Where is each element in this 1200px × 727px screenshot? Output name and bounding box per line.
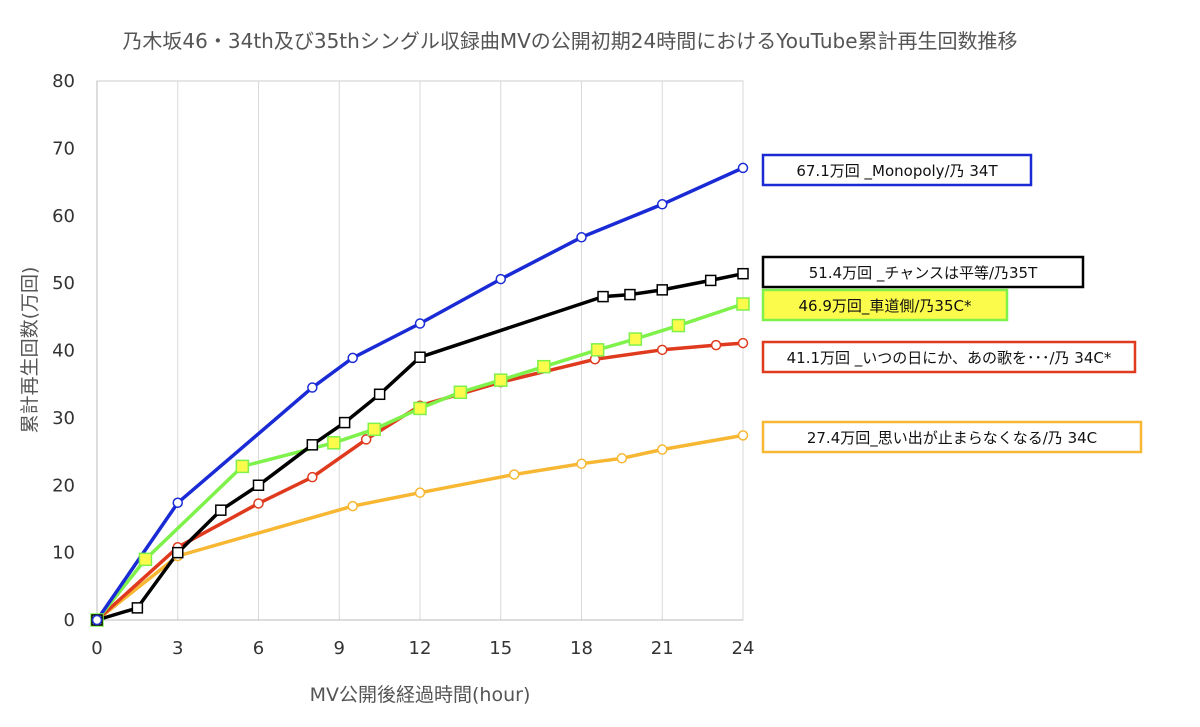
series-0-point-7 — [657, 199, 668, 210]
series-0-point-3 — [347, 352, 358, 364]
x-tick-label-3: 3 — [172, 638, 183, 659]
series-label-4: 27.4万回_思い出が止まらなくなる/乃 34C — [761, 420, 1143, 454]
series-1-point-10 — [624, 288, 636, 301]
series-label-3: 41.1万回 _いつの日にか、あの歌を･･･/乃 34C* — [761, 340, 1137, 374]
series-label-text-4: 27.4万回_思い出が止まらなくなる/乃 34C — [807, 429, 1097, 448]
series-label-box-0 — [761, 153, 1033, 187]
y-tick-label-50: 50 — [52, 273, 75, 294]
series-3-point-9 — [710, 339, 722, 351]
x-tick-label-18: 18 — [570, 638, 593, 659]
x-tick-label-9: 9 — [334, 638, 345, 659]
series-3-point-8 — [657, 344, 668, 356]
series-label-text-0: 67.1万回 _Monopoly/乃 34T — [796, 162, 998, 181]
series-2-point-10 — [628, 332, 643, 346]
series-label-box-1 — [761, 255, 1085, 289]
series-2-point-2 — [235, 459, 250, 474]
x-tick-label-6: 6 — [253, 638, 264, 659]
series-0-point-0 — [91, 614, 103, 626]
y-tick-label-0: 0 — [64, 610, 75, 631]
y-tick-label-30: 30 — [52, 408, 75, 429]
x-tick-label-12: 12 — [409, 638, 432, 659]
y-tick-label-10: 10 — [52, 543, 75, 564]
y-tick-label-60: 60 — [52, 206, 75, 227]
series-1-point-8 — [414, 351, 426, 363]
series-0-point-5 — [495, 273, 506, 285]
y-tick-label-20: 20 — [52, 475, 75, 496]
series-2-point-5 — [413, 401, 427, 416]
series-2-point-11 — [671, 318, 686, 333]
x-tick-label-0: 0 — [91, 638, 102, 659]
y-axis-label: 累計再生回数(万回) — [19, 267, 41, 434]
series-2-point-3 — [327, 436, 341, 450]
x-axis-tick-labels: 0 3 6 9 12 15 18 21 24 — [91, 638, 754, 659]
series-1-point-1 — [131, 602, 144, 614]
series-label-text-2: 46.9万回_車道側/乃35C* — [798, 297, 972, 316]
series-2-point-4 — [367, 422, 381, 437]
series-2-point-7 — [494, 373, 508, 387]
x-axis-label: MV公開後経過時間(hour) — [310, 684, 531, 706]
series-0-point-1 — [172, 497, 183, 509]
series-label-text-1: 51.4万回 _チャンスは平等/乃35T — [809, 264, 1038, 283]
axes — [96, 81, 743, 621]
series-1-point-5 — [306, 439, 319, 451]
series-4-point-6 — [616, 453, 628, 464]
series-1-point-11 — [656, 284, 668, 296]
series-label-text-3: 41.1万回 _いつの日にか、あの歌を･･･/乃 34C* — [787, 349, 1112, 368]
series-2-point-1 — [138, 552, 153, 567]
series-1-point-6 — [338, 416, 351, 429]
y-tick-label-80: 80 — [52, 71, 75, 92]
y-tick-label-40: 40 — [52, 341, 75, 362]
series-4-point-7 — [657, 444, 668, 455]
series-label-box-3 — [761, 340, 1137, 374]
series-4-point-8 — [737, 430, 749, 441]
series-0-point-8 — [737, 162, 749, 174]
series-1-point-9 — [597, 290, 609, 303]
series-2-point-9 — [590, 343, 605, 357]
series-3-point-3 — [307, 471, 318, 483]
x-tick-label-24: 24 — [732, 638, 755, 659]
series-2-point-12 — [736, 297, 750, 311]
chart-title: 乃木坂46・34th及び35thシングル収録曲MVの公開初期24時間におけるYo… — [122, 29, 1017, 53]
series-3-point-4 — [360, 434, 372, 445]
series-1-point-13 — [737, 267, 749, 280]
series-1-point-12 — [704, 274, 717, 287]
series-label-box-2 — [761, 288, 1009, 322]
series-1-point-2 — [172, 546, 184, 559]
series-markers — [90, 162, 750, 627]
series-4-point-2 — [347, 500, 358, 512]
series-3-point-10 — [737, 337, 749, 349]
series-2-point-6 — [453, 385, 468, 400]
series-1-point-7 — [373, 388, 386, 401]
series-4-point-3 — [414, 487, 426, 498]
series-4-point-4 — [508, 469, 520, 480]
series-0-point-4 — [414, 318, 426, 329]
series-0-point-6 — [576, 232, 587, 243]
series-label-2: 46.9万回_車道側/乃35C* — [761, 288, 1009, 322]
series-2-point-8 — [537, 359, 551, 374]
y-tick-label-70: 70 — [52, 138, 75, 159]
series-label-1: 51.4万回 _チャンスは平等/乃35T — [761, 255, 1085, 289]
x-tick-label-21: 21 — [651, 638, 674, 659]
series-1-point-3 — [215, 504, 227, 516]
series-label-box-4 — [761, 420, 1143, 454]
x-tick-label-15: 15 — [489, 638, 512, 659]
series-0-point-2 — [307, 382, 318, 393]
y-axis-tick-labels: 0 10 20 30 40 50 60 70 80 — [52, 71, 75, 631]
series-end-labels: 67.1万回 _Monopoly/乃 34T 51.4万回 _チャンスは平等/乃3… — [761, 153, 1143, 454]
series-1-point-4 — [252, 479, 265, 491]
series-label-0: 67.1万回 _Monopoly/乃 34T — [761, 153, 1033, 187]
series-3-point-2 — [253, 498, 264, 509]
series-4-point-5 — [576, 458, 587, 469]
